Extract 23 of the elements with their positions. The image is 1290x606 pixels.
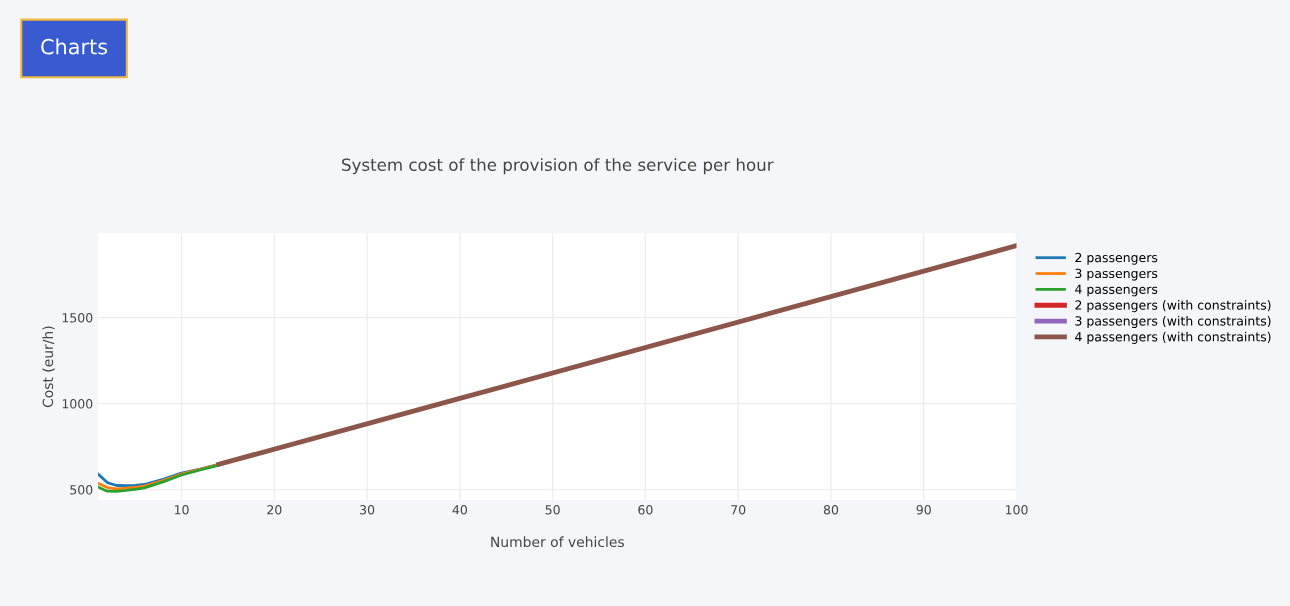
legend-label: 3 passengers (with constraints) [1075, 315, 1271, 329]
y-tick-label: 1500 [62, 313, 93, 323]
legend-label: 2 passengers (with constraints) [1075, 300, 1271, 313]
x-tick-label: 30 [360, 505, 375, 515]
x-tick-label: 60 [638, 505, 653, 515]
legend-label: 2 passengers [1075, 252, 1158, 265]
x-tick-label: 20 [267, 505, 282, 515]
x-axis-title: Number of vehicles [491, 536, 624, 548]
y-tick-label: 500 [70, 485, 93, 495]
x-tick-label: 80 [823, 505, 839, 515]
x-tick-label: 100 [1005, 505, 1028, 515]
x-tick-label: 70 [731, 505, 746, 515]
text: Charts [41, 38, 108, 55]
x-tick-label: 40 [452, 505, 467, 515]
legend-label: 3 passengers [1075, 268, 1158, 281]
y-axis-title: Cost (eur/h) [42, 326, 55, 408]
legend-label: 4 passengers [1075, 284, 1158, 297]
legend-label: 4 passengers (with constraints) [1075, 331, 1271, 344]
y-tick-label: 1000 [62, 399, 93, 409]
x-tick-label: 90 [916, 505, 931, 515]
chart-title: System cost of the provision of the service per hour [342, 158, 774, 175]
x-tick-label: 50 [545, 505, 560, 515]
x-tick-label: 10 [174, 505, 189, 515]
